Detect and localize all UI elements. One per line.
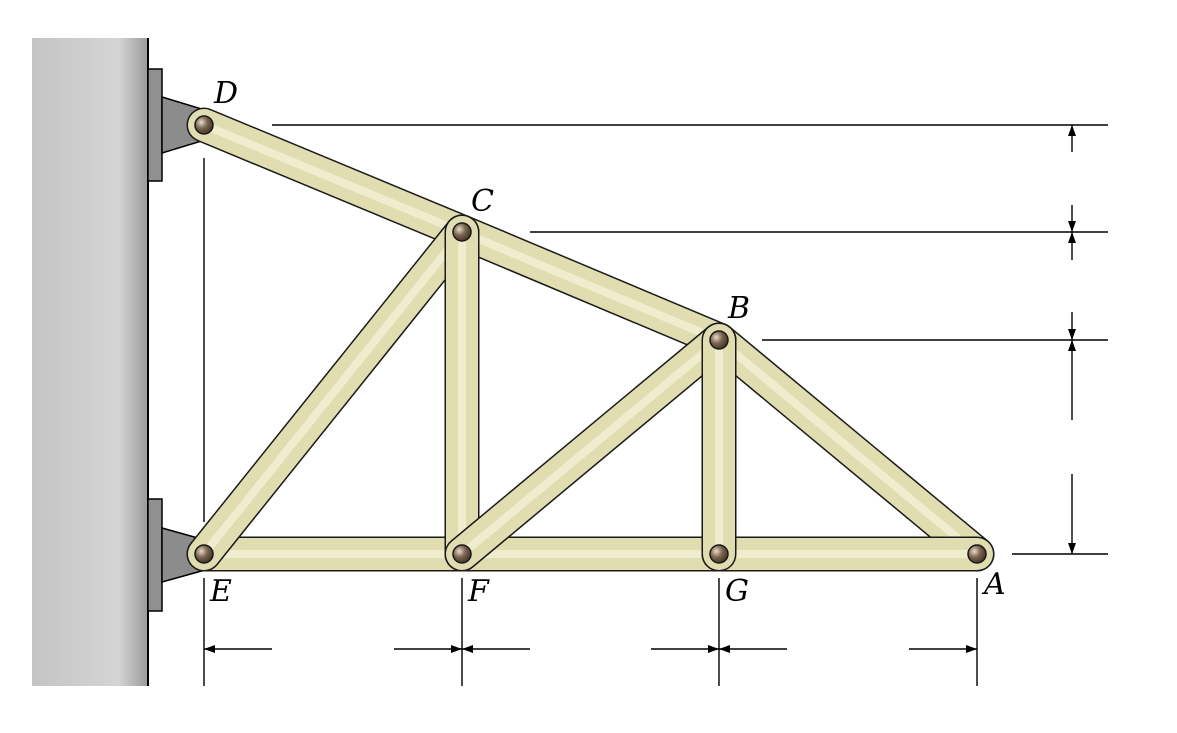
pin-A xyxy=(967,544,987,564)
pin-G xyxy=(709,544,729,564)
truss-pins xyxy=(194,115,987,564)
node-label-E: E xyxy=(209,574,232,609)
member-CB-highlight xyxy=(458,228,723,344)
node-label-C: C xyxy=(471,184,494,219)
truss-members xyxy=(186,107,995,572)
dimension-lines xyxy=(203,124,1108,686)
pin-C xyxy=(452,222,472,242)
node-label-G: G xyxy=(725,574,749,609)
node-label-F: F xyxy=(467,574,490,609)
node-labels: D C B A E F G xyxy=(209,76,1006,609)
member-DC-highlight xyxy=(200,121,466,236)
node-label-B: B xyxy=(727,291,750,326)
pin-D xyxy=(194,115,214,135)
member-EC-highlight xyxy=(200,228,466,558)
pin-B xyxy=(709,330,729,350)
wall xyxy=(32,38,148,686)
pin-E xyxy=(194,544,214,564)
node-label-D: D xyxy=(213,76,238,111)
pin-F xyxy=(452,544,472,564)
member-BA-highlight xyxy=(715,336,981,558)
member-FB-highlight xyxy=(458,336,723,558)
node-label-A: A xyxy=(981,567,1006,602)
